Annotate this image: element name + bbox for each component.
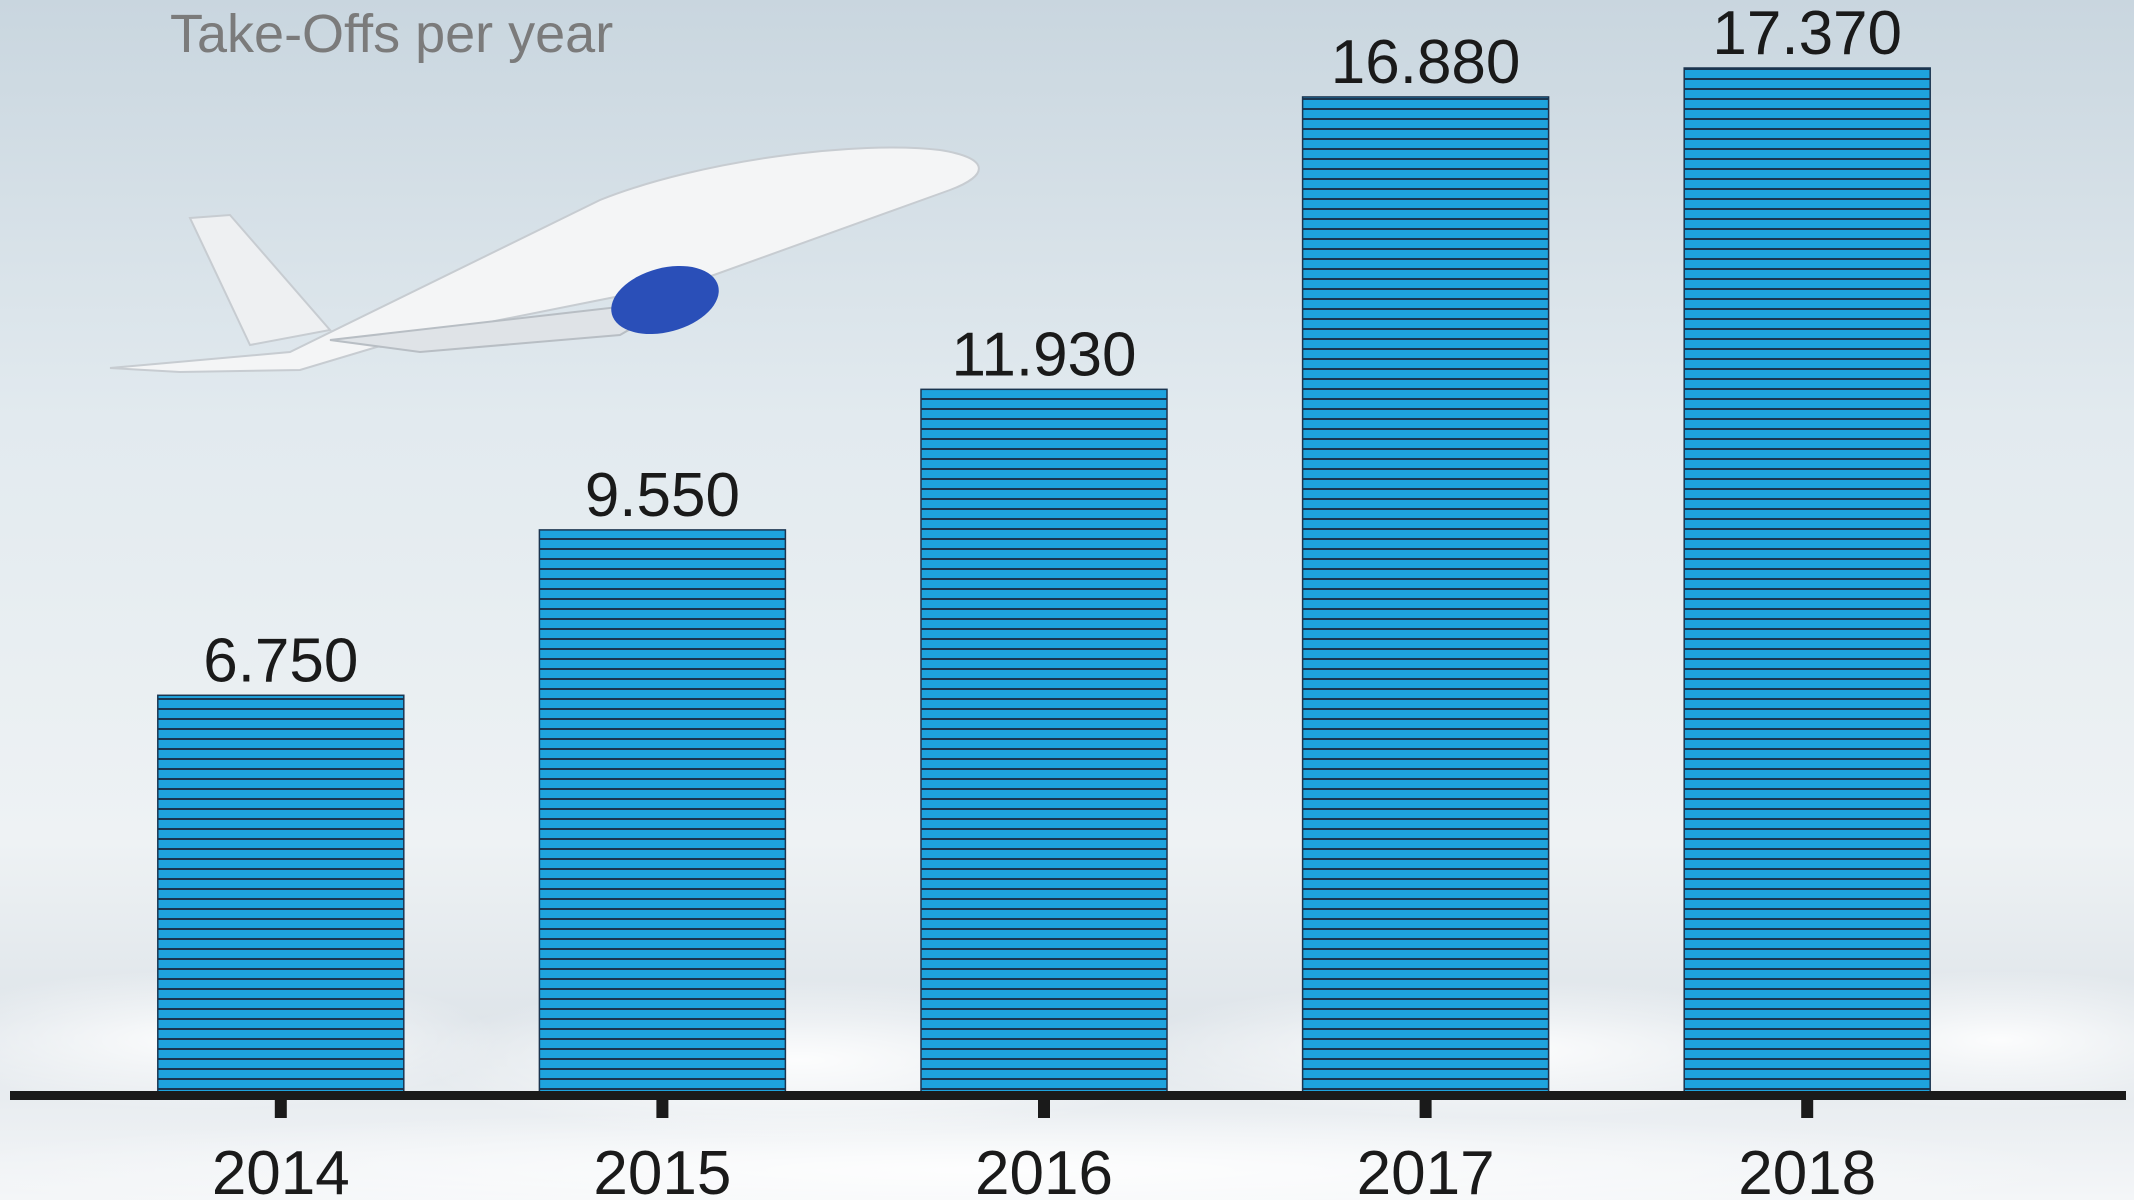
x-axis [10,1091,2126,1100]
value-label: 6.750 [203,626,358,695]
value-label: 17.370 [1712,0,1902,68]
chart: Take-Offs per year 6.750 2014 9.550 2015 11.… [0,0,2134,1200]
value-label: 16.880 [1331,28,1521,97]
x-tick-label: 2014 [212,1139,350,1200]
bar [1684,68,1930,1094]
value-label: 11.930 [951,320,1136,389]
chart-title: Take-Offs per year [170,4,613,64]
bar [158,695,404,1094]
bar [539,530,785,1094]
page: {"chart_data": {"type": "bar", "title": … [0,0,2134,1200]
x-tick-label: 2016 [975,1139,1113,1200]
value-label: 9.550 [585,461,740,530]
x-tick-label: 2018 [1738,1139,1876,1200]
bar [1303,97,1549,1094]
x-tick-label: 2015 [593,1139,731,1200]
bar [921,389,1167,1094]
x-tick-label: 2017 [1357,1139,1495,1200]
